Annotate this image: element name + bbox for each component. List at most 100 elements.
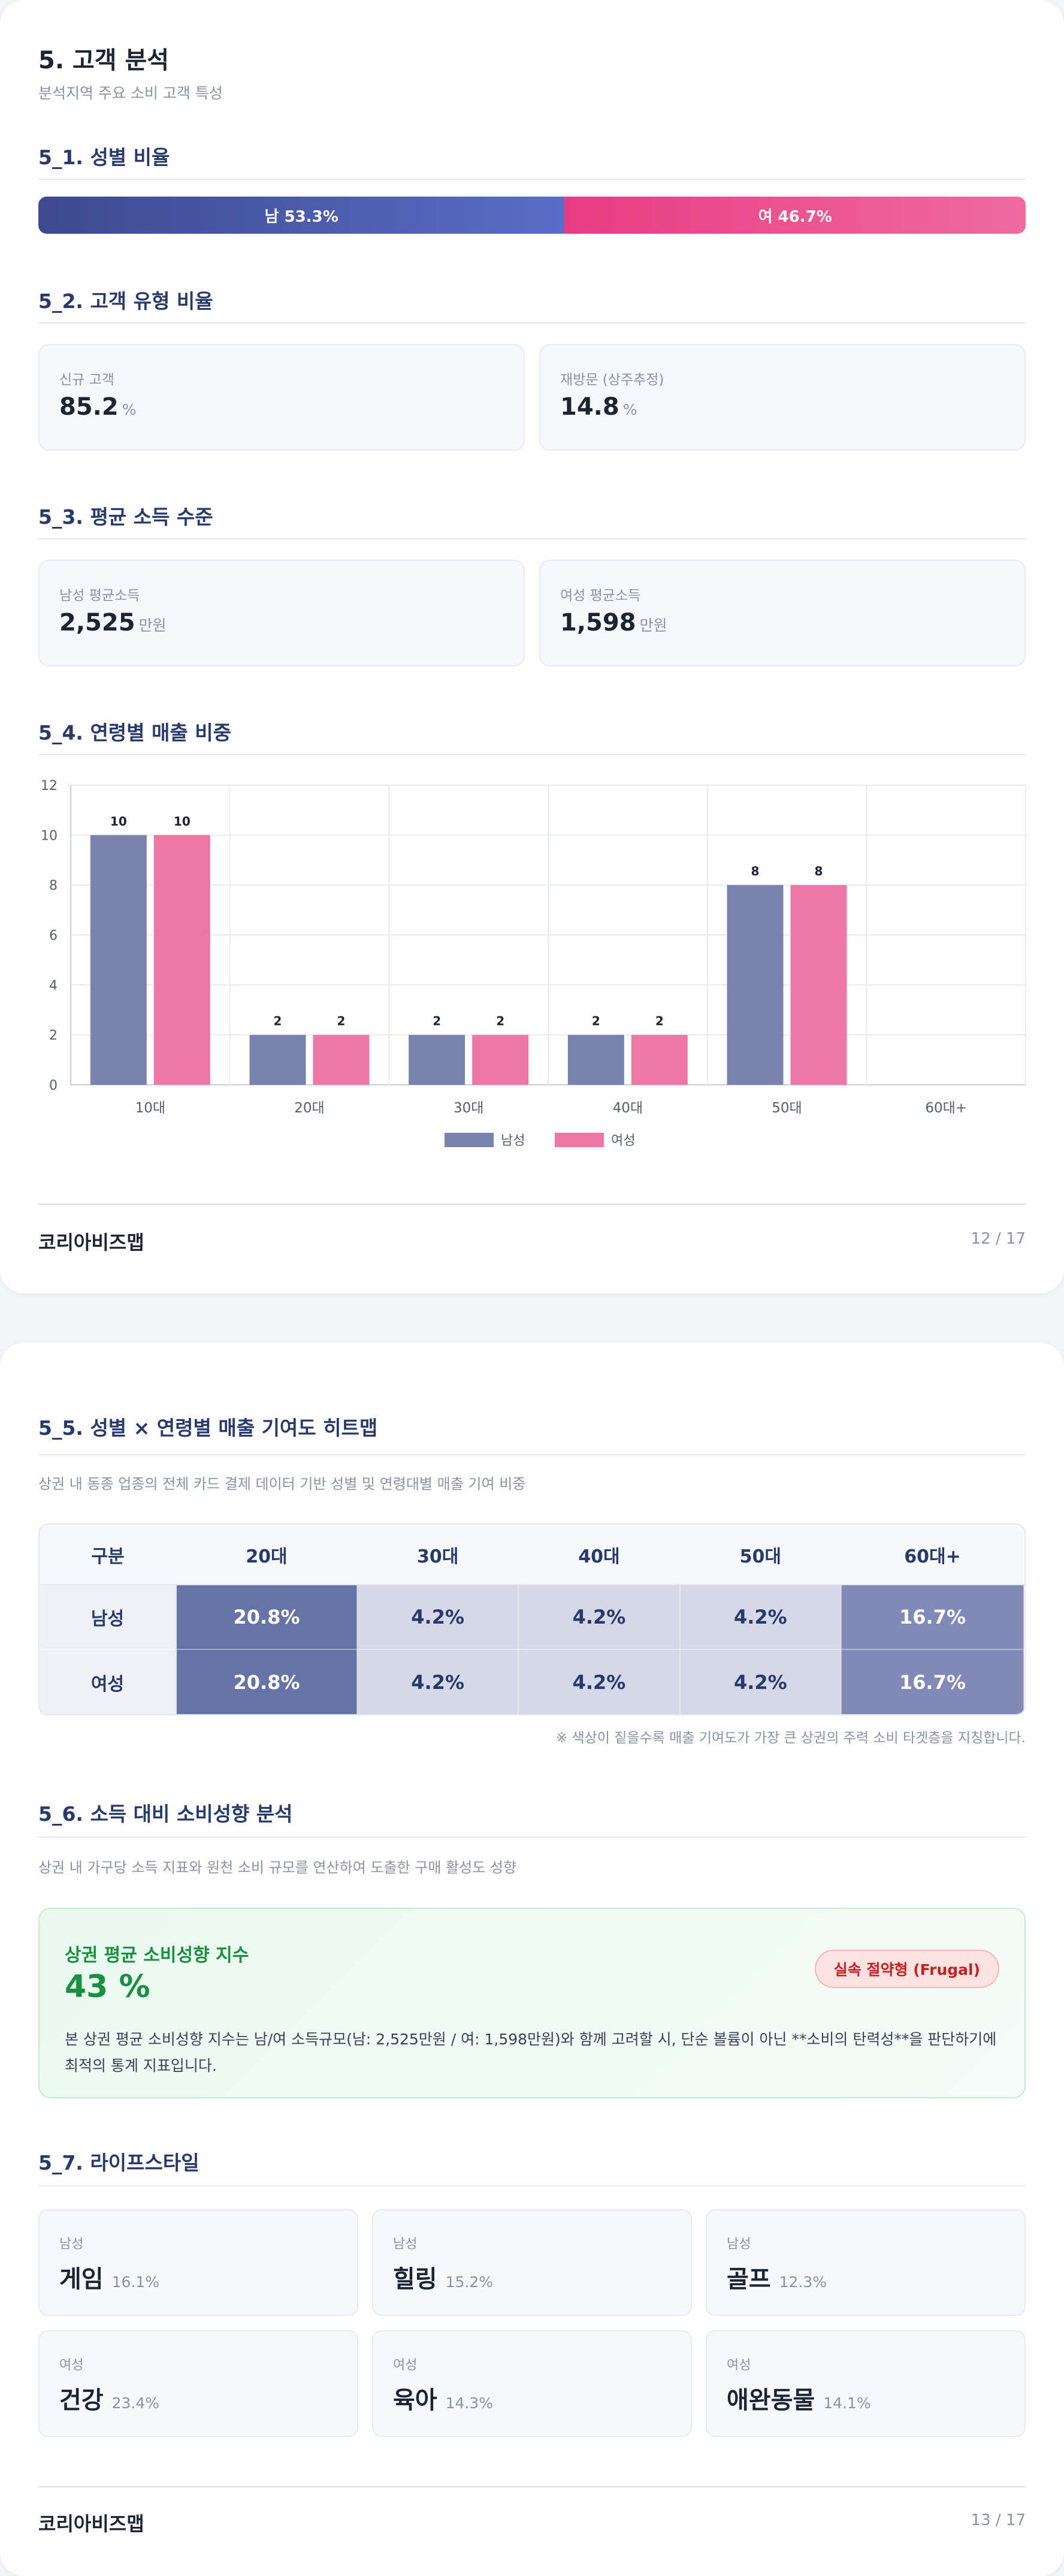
bar xyxy=(313,1034,370,1085)
legend-swatch xyxy=(555,1133,604,1147)
y-tick-label: 8 xyxy=(49,879,58,894)
new-customer-card: 신규 고객 85.2% xyxy=(38,344,525,451)
heatmap-cell: 4.2% xyxy=(518,1585,681,1650)
x-tick-label: 60대+ xyxy=(925,1100,967,1116)
y-tick-label: 10 xyxy=(41,828,58,843)
age-sales-chart: 0 2 4 6 8 10 12 10 10 10대 2 2 20대 2 2 30대 2 2 40대 8 8 50대 60대+… xyxy=(41,779,1026,1148)
lifestyle-title: 5_7. 라이프스타일 xyxy=(38,2151,200,2174)
table-row: 남성 20.8% 4.2% 4.2% 4.2% 16.7% xyxy=(40,1585,1024,1650)
y-tick-label: 6 xyxy=(49,928,58,943)
column-header: 60대+ xyxy=(841,1525,1024,1585)
legend-label: 남성 xyxy=(501,1133,525,1148)
y-tick-label: 12 xyxy=(41,779,58,794)
report-page-12: 5. 고객 분석 분석지역 주요 소비 고객 특성 5_1. 성별 비율 남 5… xyxy=(0,0,1064,1293)
y-tick-label: 2 xyxy=(49,1028,58,1043)
male-income-card: 남성 평균소득 2,525 만원 xyxy=(38,560,525,666)
heatmap-description: 상권 내 동종 업종의 전체 카드 결제 데이터 기반 성별 및 연령대별 매출… xyxy=(38,1476,526,1492)
gender-ratio-bar: 남 53.3% 여 46.7% xyxy=(38,197,1026,234)
page-title: 5. 고객 분석 xyxy=(38,47,170,74)
lifestyle-card: 여성 애완동물 14.1% xyxy=(706,2330,1026,2437)
data-label: 10 xyxy=(110,814,127,828)
section-divider xyxy=(38,179,1026,180)
lifestyle-name: 건강 23.4% xyxy=(59,2387,160,2414)
heatmap-note: ※ 색상이 짙을수록 매출 기여도가 가장 큰 상권의 주력 소비 타겟층을 지… xyxy=(555,1730,1026,1746)
card-value: 2,525 만원 xyxy=(59,609,167,637)
footer-divider xyxy=(38,2486,1026,2487)
card-value: 14.8% xyxy=(560,393,637,421)
footer-brand: 코리아비즈맵 xyxy=(38,2512,144,2535)
lifestyle-gender: 남성 xyxy=(393,2237,418,2252)
female-ratio-segment: 여 46.7% xyxy=(564,197,1026,234)
row-header: 여성 xyxy=(40,1649,177,1714)
lifestyle-name: 골프 12.3% xyxy=(727,2266,827,2293)
table-row: 여성 20.8% 4.2% 4.2% 4.2% 16.7% xyxy=(40,1649,1024,1714)
section-divider xyxy=(38,538,1026,539)
lifestyle-gender: 여성 xyxy=(393,2358,418,2373)
data-label: 8 xyxy=(815,864,823,879)
bar xyxy=(153,835,210,1085)
spending-index-value: 43 % xyxy=(65,1969,150,2005)
spending-type-badge: 실속 절약형 (Frugal) xyxy=(814,1950,999,1988)
lifestyle-card: 여성 육아 14.3% xyxy=(372,2330,692,2437)
y-tick-label: 0 xyxy=(49,1078,58,1093)
lifestyle-card: 여성 건강 23.4% xyxy=(38,2330,358,2437)
card-label: 재방문 (상주추정) xyxy=(560,372,664,388)
lifestyle-gender: 남성 xyxy=(727,2237,751,2252)
heatmap-title: 5_5. 성별 × 연령별 매출 기여도 히트맵 xyxy=(38,1416,378,1440)
heatmap-cell: 16.7% xyxy=(841,1585,1024,1650)
lifestyle-gender: 남성 xyxy=(59,2237,84,2252)
heatmap-cell: 4.2% xyxy=(518,1649,681,1714)
section-divider xyxy=(38,322,1026,324)
heatmap-cell: 20.8% xyxy=(176,1585,358,1650)
footer-divider xyxy=(38,1203,1026,1205)
returning-customer-card: 재방문 (상주추정) 14.8% xyxy=(539,344,1026,451)
lifestyle-name: 게임 16.1% xyxy=(59,2266,160,2293)
bar xyxy=(790,885,847,1085)
data-label: 2 xyxy=(433,1014,441,1028)
legend-label: 여성 xyxy=(611,1133,635,1148)
data-label: 2 xyxy=(274,1014,282,1028)
x-tick-label: 10대 xyxy=(135,1100,165,1116)
section-divider xyxy=(38,2185,1026,2186)
bar xyxy=(727,885,784,1085)
lifestyle-card: 남성 골프 12.3% xyxy=(706,2209,1026,2316)
female-income-card: 여성 평균소득 1,598 만원 xyxy=(539,560,1026,666)
data-label: 2 xyxy=(655,1014,664,1028)
column-header: 30대 xyxy=(357,1525,519,1585)
data-label: 10 xyxy=(174,814,191,828)
column-header: 50대 xyxy=(679,1525,841,1585)
section-divider xyxy=(38,754,1026,755)
card-value: 85.2% xyxy=(59,393,137,421)
male-ratio-segment: 남 53.3% xyxy=(38,197,565,234)
heatmap-cell: 4.2% xyxy=(679,1585,842,1650)
card-value: 1,598 만원 xyxy=(560,609,667,637)
heatmap-cell: 20.8% xyxy=(176,1649,358,1714)
x-tick-label: 20대 xyxy=(294,1100,324,1116)
x-tick-label: 40대 xyxy=(613,1100,643,1116)
spending-title: 5_6. 소득 대비 소비성향 분석 xyxy=(38,1802,293,1826)
bar xyxy=(409,1034,466,1085)
data-label: 2 xyxy=(496,1014,504,1028)
column-header: 40대 xyxy=(518,1525,680,1585)
data-label: 8 xyxy=(751,864,760,879)
heatmap-cell: 4.2% xyxy=(679,1649,842,1714)
bar xyxy=(567,1034,624,1085)
x-tick-label: 30대 xyxy=(454,1100,483,1116)
spending-index-card: 상권 평균 소비성향 지수 43 % 실속 절약형 (Frugal) 본 상권 … xyxy=(38,1908,1026,2098)
column-header: 20대 xyxy=(176,1525,357,1585)
heatmap-header-row: 구분 20대 30대 40대 50대 60대+ xyxy=(40,1525,1024,1585)
page-number: 13 / 17 xyxy=(971,2511,1026,2529)
report-page-13: 5_5. 성별 × 연령별 매출 기여도 히트맵 상권 내 동종 업종의 전체 … xyxy=(0,1343,1064,2576)
spending-index-label: 상권 평균 소비성향 지수 xyxy=(65,1945,249,1966)
lifestyle-name: 힐링 15.2% xyxy=(393,2266,494,2293)
heatmap-cell: 16.7% xyxy=(841,1649,1024,1714)
section-divider xyxy=(38,1836,1026,1838)
bar xyxy=(249,1034,306,1085)
heatmap-table-wrapper: 구분 20대 30대 40대 50대 60대+ 남성 20.8% 4.2% 4.… xyxy=(38,1524,1026,1715)
y-tick-label: 4 xyxy=(49,978,58,993)
card-label: 여성 평균소득 xyxy=(560,588,641,604)
legend-swatch xyxy=(445,1133,494,1147)
page-subtitle: 분석지역 주요 소비 고객 특성 xyxy=(38,85,223,102)
footer-brand: 코리아비즈맵 xyxy=(38,1231,144,1254)
income-title: 5_3. 평균 소득 수준 xyxy=(38,505,213,529)
